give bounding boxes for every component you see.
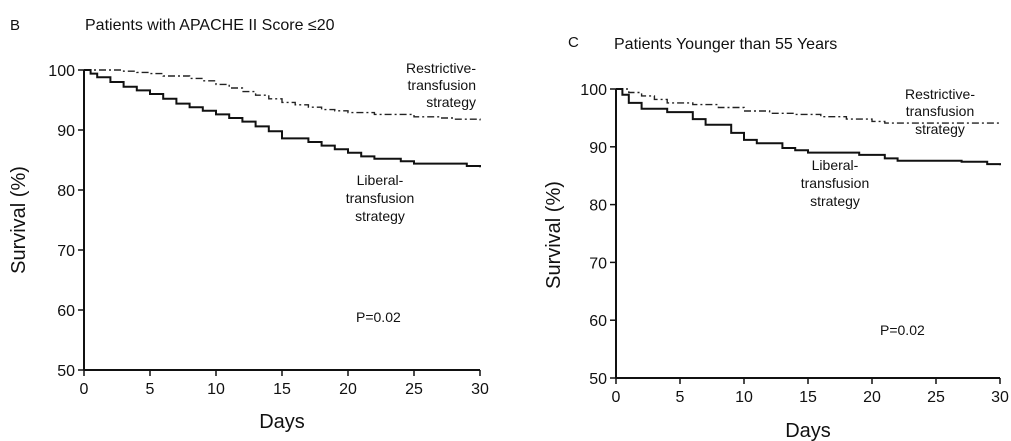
y-axis-title: Survival (%)	[543, 181, 565, 289]
x-tick-label: 30	[991, 389, 1009, 406]
y-tick-label: 50	[57, 363, 75, 380]
x-tick-label: 20	[863, 389, 881, 406]
series-label-restrictive: Restrictive- transfusion strategy	[406, 60, 476, 110]
x-tick-label: 30	[471, 381, 489, 398]
survival-curve-restrictive	[84, 69, 481, 121]
series-label-line: strategy	[810, 193, 860, 209]
series-label-line: transfusion	[346, 190, 414, 206]
y-tick-label: 80	[589, 198, 607, 215]
panel-b: B Patients with APACHE II Score ≤20 50 6…	[8, 17, 489, 433]
y-tick-label: 100	[580, 82, 607, 99]
panel-c: C Patients Younger than 55 Years 50 60 7…	[543, 34, 1009, 441]
series-label-line: Restrictive-	[905, 86, 975, 102]
x-axis-title: Days	[259, 411, 305, 433]
survival-curve-liberal	[84, 69, 481, 168]
y-tick-label: 80	[57, 183, 75, 200]
panel-letter: C	[568, 34, 579, 51]
x-tick-label: 0	[612, 389, 621, 406]
y-axis-ticks	[610, 88, 616, 379]
series-label-line: strategy	[355, 208, 405, 224]
x-tick-label: 5	[146, 381, 155, 398]
x-axis-title: Days	[785, 420, 831, 441]
series-label-line: strategy	[915, 121, 965, 137]
x-tick-label: 5	[676, 389, 685, 406]
x-tick-label: 0	[80, 381, 89, 398]
x-axis-ticks	[83, 370, 481, 376]
survival-curve-restrictive	[616, 88, 1000, 124]
y-tick-label: 70	[589, 255, 607, 272]
series-label-line: Liberal-	[812, 157, 859, 173]
x-tick-label: 10	[735, 389, 753, 406]
series-label-liberal: Liberal- transfusion strategy	[346, 172, 414, 224]
x-axis-ticks	[615, 378, 1001, 384]
y-tick-label: 60	[589, 313, 607, 330]
y-axis-ticks	[78, 69, 84, 371]
series-label-line: strategy	[426, 94, 476, 110]
survival-curve-liberal	[616, 88, 1001, 166]
y-axis-title: Survival (%)	[8, 166, 30, 274]
series-label-line: Restrictive-	[406, 60, 476, 76]
series-label-restrictive: Restrictive- transfusion strategy	[905, 86, 975, 137]
series-label-line: Liberal-	[357, 172, 404, 188]
p-value-annotation: P=0.02	[356, 309, 401, 325]
y-tick-label: 100	[48, 63, 75, 80]
panel-letter: B	[10, 17, 20, 34]
x-tick-label: 10	[207, 381, 225, 398]
p-value-annotation: P=0.02	[880, 322, 925, 338]
x-tick-label: 20	[339, 381, 357, 398]
chart-title: Patients with APACHE II Score ≤20	[85, 17, 335, 34]
y-tick-label: 50	[589, 371, 607, 388]
y-tick-label: 60	[57, 303, 75, 320]
chart-title: Patients Younger than 55 Years	[614, 36, 837, 53]
series-label-liberal: Liberal- transfusion strategy	[801, 157, 869, 209]
y-tick-label: 70	[57, 243, 75, 260]
series-label-line: transfusion	[906, 103, 974, 119]
y-tick-label: 90	[589, 140, 607, 157]
x-tick-label: 25	[405, 381, 423, 398]
x-tick-label: 15	[273, 381, 291, 398]
x-tick-label: 25	[927, 389, 945, 406]
x-tick-label: 15	[799, 389, 817, 406]
y-tick-label: 90	[57, 123, 75, 140]
series-label-line: transfusion	[801, 175, 869, 191]
series-label-line: transfusion	[408, 77, 476, 93]
